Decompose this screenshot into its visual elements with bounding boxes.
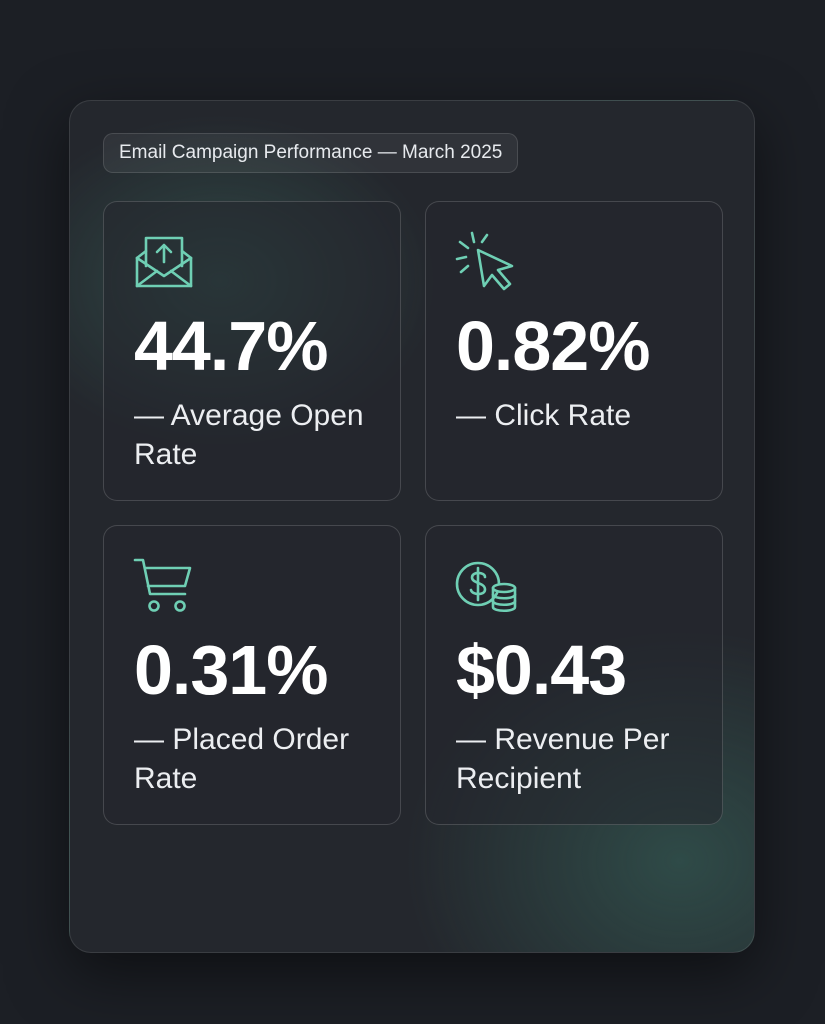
metric-value: $0.43	[456, 631, 627, 709]
dollar-coins-icon	[454, 554, 518, 618]
metric-label: — Average Open Rate	[134, 399, 364, 471]
page-title: Email Campaign Performance — March 2025	[103, 133, 519, 173]
envelope-open-icon	[132, 230, 196, 294]
metric-card-revenue-per-recipient: $0.43 — Revenue Per Recipient	[425, 525, 723, 825]
metric-label: — Placed Order Rate	[134, 723, 350, 795]
dashboard-panel: Email Campaign Performance — March 2025 …	[69, 100, 755, 953]
metric-value: 0.82%	[456, 307, 650, 385]
metric-label: — Click Rate	[456, 399, 632, 432]
metric-card-order-rate: 0.31% — Placed Order Rate	[103, 525, 401, 825]
shopping-cart-icon	[132, 554, 196, 618]
metric-label: — Revenue Per Recipient	[456, 723, 670, 795]
metric-card-open-rate: 44.7% — Average Open Rate	[103, 201, 401, 501]
metric-value: 44.7%	[134, 307, 328, 385]
metric-card-click-rate: 0.82% — Click Rate	[425, 201, 723, 501]
metric-value: 0.31%	[134, 631, 328, 709]
cursor-click-icon	[454, 230, 518, 294]
